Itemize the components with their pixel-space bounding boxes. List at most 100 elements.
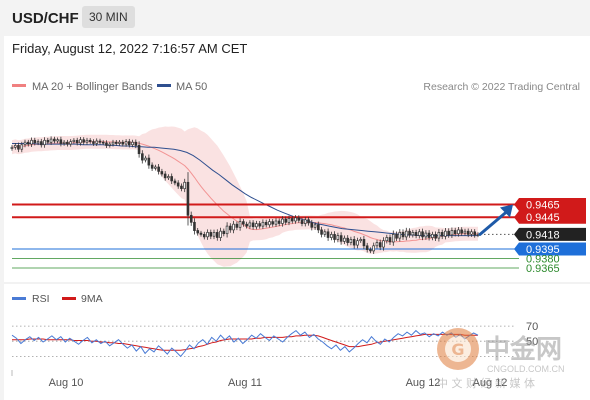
candle bbox=[121, 139, 125, 147]
candle bbox=[134, 139, 138, 149]
candle bbox=[189, 211, 193, 226]
header-bar: USD/CHF 30 MIN bbox=[0, 0, 590, 36]
candle bbox=[317, 221, 320, 234]
candle bbox=[466, 228, 470, 238]
rsi-tick-50: 50 bbox=[526, 336, 538, 348]
candle bbox=[176, 180, 180, 189]
candle bbox=[219, 227, 222, 241]
candle bbox=[33, 137, 37, 146]
candle bbox=[56, 137, 59, 144]
candle bbox=[264, 219, 268, 228]
candle bbox=[114, 140, 118, 146]
candle bbox=[26, 139, 30, 147]
candle bbox=[297, 215, 301, 223]
candle bbox=[349, 236, 353, 246]
x-tick-label: Aug 10 bbox=[49, 377, 84, 389]
candle bbox=[281, 216, 284, 227]
candle bbox=[30, 137, 33, 147]
candle bbox=[352, 236, 356, 249]
level-label-0.9380: 0.9380 bbox=[526, 254, 560, 266]
ma9-legend-swatch bbox=[62, 297, 76, 300]
candle bbox=[307, 217, 310, 226]
candle bbox=[388, 234, 392, 245]
candle bbox=[473, 229, 477, 238]
candle bbox=[66, 139, 69, 147]
candle bbox=[101, 140, 105, 145]
candle bbox=[444, 228, 447, 240]
candle bbox=[163, 171, 167, 181]
candle bbox=[105, 140, 108, 148]
candle bbox=[229, 223, 232, 233]
candle bbox=[251, 220, 255, 230]
candle bbox=[36, 139, 40, 146]
watermark-sub: 中 文 财 经 新 媒 体 bbox=[437, 376, 535, 390]
candle bbox=[356, 237, 359, 249]
candle bbox=[43, 137, 46, 148]
watermark-domain: CNGOLD.COM.CN bbox=[487, 364, 565, 374]
candle bbox=[414, 229, 418, 239]
candle bbox=[470, 229, 473, 237]
candle bbox=[339, 232, 343, 245]
level-label-0.9465: 0.9465 bbox=[526, 200, 560, 212]
candle bbox=[209, 229, 213, 240]
candle bbox=[284, 216, 288, 225]
level-tag-0.9445 bbox=[514, 210, 586, 224]
rsi-legend-swatch bbox=[12, 297, 26, 300]
candle bbox=[141, 150, 144, 164]
candle bbox=[401, 229, 405, 240]
symbol-title: USD/CHF bbox=[12, 10, 79, 27]
candle bbox=[382, 237, 385, 251]
ma20-legend-label: MA 20 + Bollinger Bands bbox=[32, 81, 153, 93]
candle bbox=[170, 173, 173, 184]
candle bbox=[391, 230, 395, 246]
candle bbox=[199, 230, 203, 237]
candle bbox=[85, 137, 89, 145]
candle bbox=[82, 137, 85, 145]
candle bbox=[127, 138, 131, 148]
candle bbox=[313, 222, 317, 230]
candle bbox=[372, 242, 375, 254]
candle bbox=[13, 143, 17, 150]
ma9-legend-label: 9MA bbox=[81, 293, 103, 305]
rsi-legend: RSI 9MA bbox=[12, 293, 103, 305]
candle bbox=[385, 234, 389, 244]
bollinger-band bbox=[12, 126, 478, 267]
datetime-label: Friday, August 12, 2022 7:16:57 AM CET bbox=[12, 41, 248, 56]
candle bbox=[268, 218, 271, 228]
candle bbox=[196, 228, 200, 236]
level-label-0.9418: 0.9418 bbox=[526, 229, 560, 241]
candle bbox=[437, 229, 441, 242]
candle bbox=[69, 139, 72, 147]
level-tag-0.9395 bbox=[514, 242, 586, 256]
candle bbox=[131, 139, 134, 148]
candle bbox=[408, 228, 411, 238]
x-tick-label: Aug 12 bbox=[473, 377, 508, 389]
candle bbox=[271, 219, 274, 227]
candle bbox=[186, 172, 190, 226]
candle bbox=[59, 136, 63, 147]
timeframe-button[interactable]: 30 MIN bbox=[82, 6, 135, 28]
candle bbox=[167, 174, 170, 180]
candle bbox=[287, 215, 291, 226]
candle bbox=[424, 230, 428, 240]
level-label-0.9395: 0.9395 bbox=[526, 244, 560, 256]
candle bbox=[447, 228, 450, 238]
candle bbox=[427, 230, 431, 241]
candle bbox=[206, 229, 209, 240]
candle bbox=[180, 183, 183, 192]
candle bbox=[323, 229, 327, 237]
candle bbox=[124, 139, 128, 147]
candle bbox=[457, 227, 460, 237]
candle bbox=[62, 140, 66, 146]
ma20-legend-swatch bbox=[12, 84, 26, 87]
candle bbox=[333, 231, 336, 243]
research-note: Research © 2022 Trading Central bbox=[423, 81, 580, 93]
candle bbox=[310, 219, 314, 231]
candle bbox=[20, 141, 24, 153]
candle bbox=[150, 162, 154, 171]
candle bbox=[49, 136, 53, 145]
candle bbox=[277, 218, 281, 227]
level-label-0.9365: 0.9365 bbox=[526, 263, 560, 275]
